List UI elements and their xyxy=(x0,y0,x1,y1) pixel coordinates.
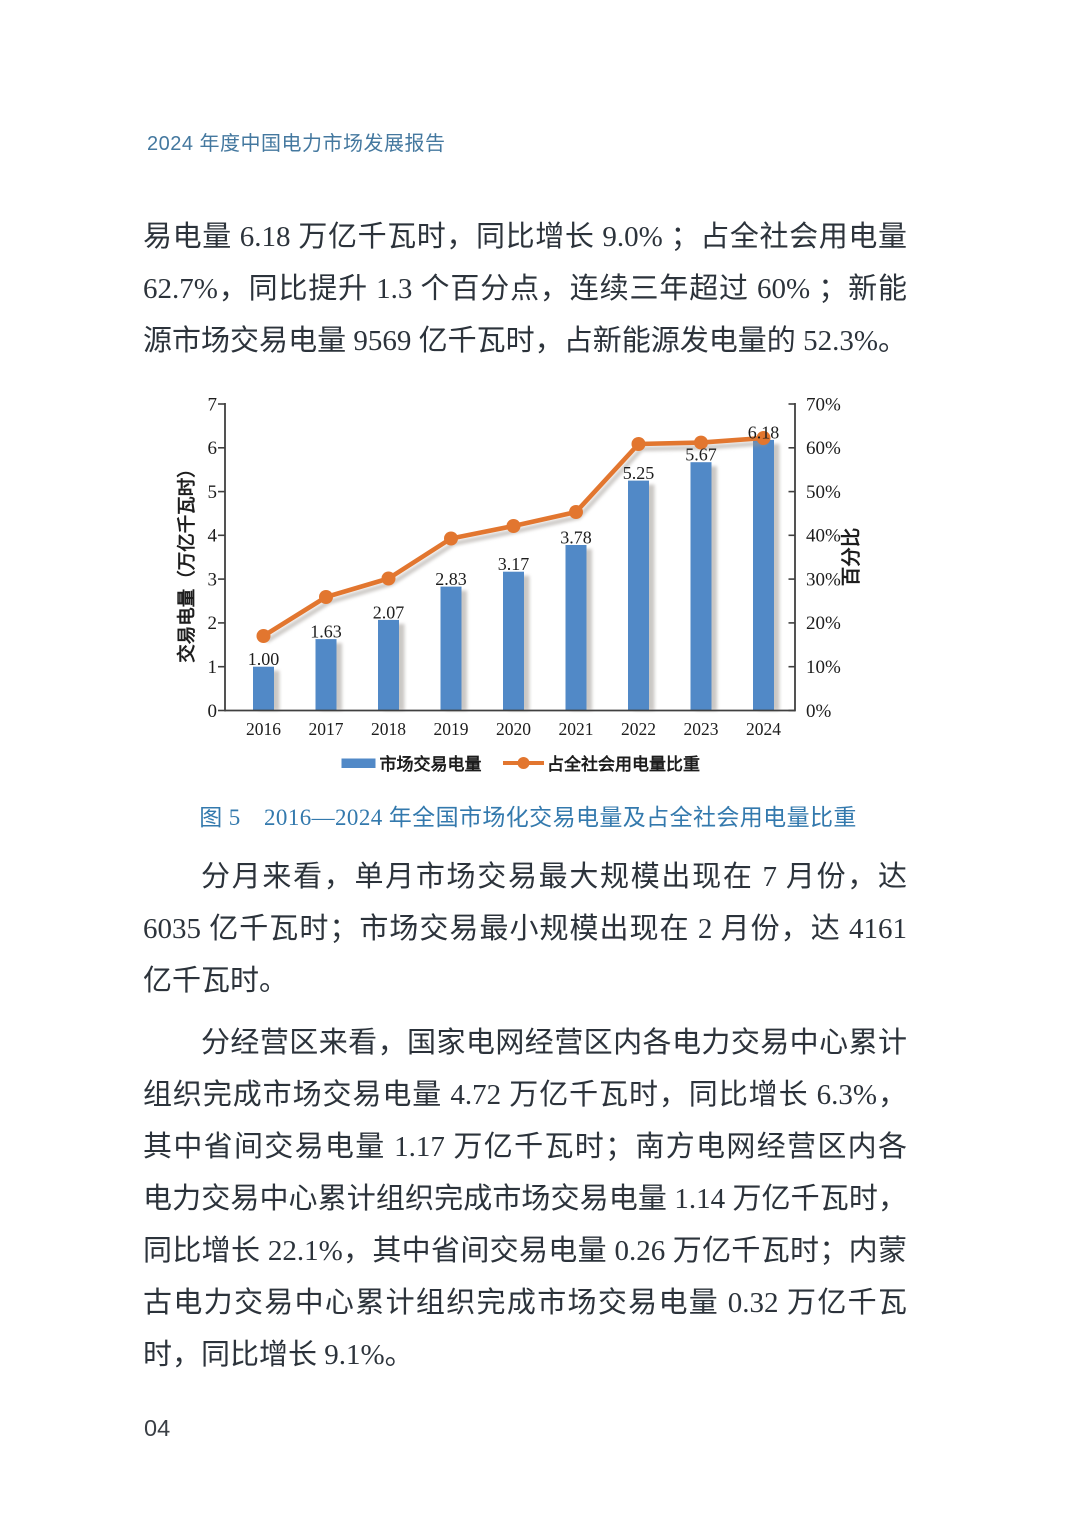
svg-text:2023: 2023 xyxy=(684,719,719,739)
svg-text:50%: 50% xyxy=(806,482,841,503)
svg-text:交易电量（万亿千瓦时）: 交易电量（万亿千瓦时） xyxy=(176,459,198,663)
svg-text:30%: 30% xyxy=(806,569,841,590)
svg-text:6: 6 xyxy=(208,438,218,459)
svg-text:3.78: 3.78 xyxy=(560,528,592,548)
svg-text:2018: 2018 xyxy=(371,719,406,739)
svg-text:2: 2 xyxy=(208,613,218,634)
svg-text:2021: 2021 xyxy=(559,719,594,739)
svg-text:40%: 40% xyxy=(806,526,841,547)
svg-text:4: 4 xyxy=(208,526,218,547)
svg-text:6.18: 6.18 xyxy=(748,422,780,442)
svg-text:60%: 60% xyxy=(806,438,841,459)
svg-text:3.17: 3.17 xyxy=(498,554,530,574)
svg-text:3: 3 xyxy=(208,569,218,590)
svg-text:5.25: 5.25 xyxy=(623,463,655,483)
svg-text:0%: 0% xyxy=(806,701,832,722)
svg-text:2020: 2020 xyxy=(496,719,531,739)
svg-text:1.63: 1.63 xyxy=(310,622,342,642)
svg-text:2016: 2016 xyxy=(246,719,281,739)
svg-text:2024: 2024 xyxy=(746,719,781,739)
svg-text:2019: 2019 xyxy=(434,719,469,739)
svg-text:百分比: 百分比 xyxy=(841,528,863,587)
svg-text:2017: 2017 xyxy=(309,719,344,739)
svg-text:2.07: 2.07 xyxy=(373,602,405,622)
svg-text:1: 1 xyxy=(208,657,218,678)
svg-text:占全社会用电量比重: 占全社会用电量比重 xyxy=(547,754,700,774)
svg-text:2.83: 2.83 xyxy=(435,569,467,589)
svg-text:5: 5 xyxy=(208,482,218,503)
svg-text:10%: 10% xyxy=(806,657,841,678)
svg-text:1.00: 1.00 xyxy=(248,649,280,669)
svg-text:5.67: 5.67 xyxy=(685,445,717,465)
svg-text:20%: 20% xyxy=(806,613,841,634)
svg-text:70%: 70% xyxy=(806,394,841,415)
svg-text:0: 0 xyxy=(208,701,218,722)
svg-text:市场交易电量: 市场交易电量 xyxy=(380,754,482,774)
svg-text:7: 7 xyxy=(208,394,218,415)
svg-text:2022: 2022 xyxy=(621,719,656,739)
